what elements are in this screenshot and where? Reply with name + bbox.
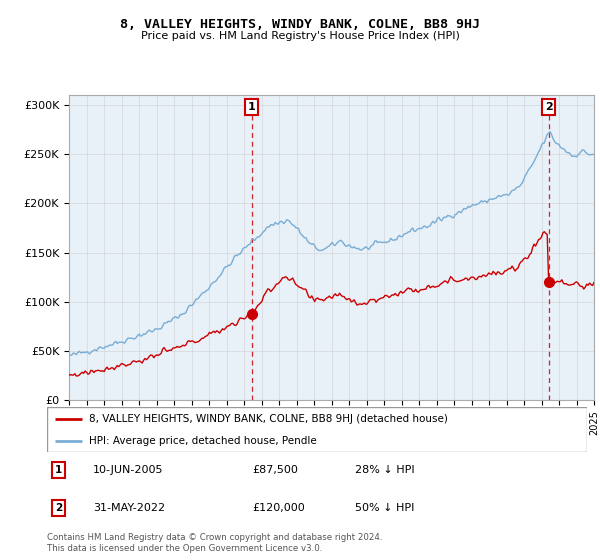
Text: 2: 2 [55, 503, 62, 513]
Text: 2: 2 [545, 102, 553, 112]
Text: 28% ↓ HPI: 28% ↓ HPI [355, 465, 414, 475]
Text: 1: 1 [248, 102, 256, 112]
Text: 8, VALLEY HEIGHTS, WINDY BANK, COLNE, BB8 9HJ (detached house): 8, VALLEY HEIGHTS, WINDY BANK, COLNE, BB… [89, 414, 448, 424]
Text: 31-MAY-2022: 31-MAY-2022 [93, 503, 165, 513]
Text: 8, VALLEY HEIGHTS, WINDY BANK, COLNE, BB8 9HJ: 8, VALLEY HEIGHTS, WINDY BANK, COLNE, BB… [120, 18, 480, 31]
Text: 50% ↓ HPI: 50% ↓ HPI [355, 503, 414, 513]
Text: HPI: Average price, detached house, Pendle: HPI: Average price, detached house, Pend… [89, 436, 317, 446]
Text: 1: 1 [55, 465, 62, 475]
Text: Price paid vs. HM Land Registry's House Price Index (HPI): Price paid vs. HM Land Registry's House … [140, 31, 460, 41]
Text: £120,000: £120,000 [252, 503, 305, 513]
Text: Contains HM Land Registry data © Crown copyright and database right 2024.
This d: Contains HM Land Registry data © Crown c… [47, 533, 382, 553]
Text: 10-JUN-2005: 10-JUN-2005 [93, 465, 163, 475]
Text: £87,500: £87,500 [252, 465, 298, 475]
